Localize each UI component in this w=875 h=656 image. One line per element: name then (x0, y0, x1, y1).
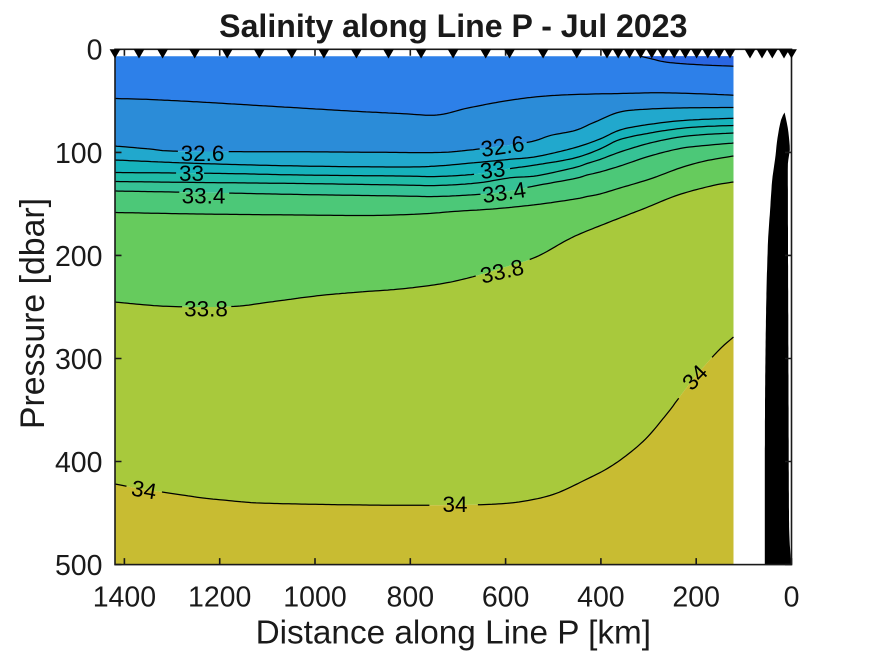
svg-text:32.6: 32.6 (479, 131, 526, 162)
svg-text:200: 200 (672, 581, 720, 613)
svg-text:1400: 1400 (93, 581, 156, 613)
svg-text:33.8: 33.8 (184, 297, 228, 322)
svg-text:500: 500 (55, 550, 103, 582)
svg-text:100: 100 (55, 138, 103, 170)
svg-text:Distance along Line P [km]: Distance along Line P [km] (256, 615, 651, 652)
svg-text:300: 300 (55, 344, 103, 376)
svg-text:Salinity along Line P - Jul 20: Salinity along Line P - Jul 2023 (219, 8, 687, 44)
svg-text:33: 33 (479, 156, 507, 184)
svg-text:33.4: 33.4 (481, 177, 528, 208)
svg-text:0: 0 (87, 35, 103, 67)
svg-text:600: 600 (482, 581, 530, 613)
svg-text:32.6: 32.6 (181, 141, 225, 166)
svg-text:800: 800 (387, 581, 435, 613)
svg-text:400: 400 (55, 447, 103, 479)
svg-text:34: 34 (442, 492, 467, 517)
svg-text:200: 200 (55, 241, 103, 273)
svg-text:Pressure [dbar]: Pressure [dbar] (14, 198, 52, 429)
svg-text:33.4: 33.4 (182, 184, 226, 209)
svg-text:33: 33 (179, 161, 204, 186)
svg-text:400: 400 (577, 581, 625, 613)
svg-text:1000: 1000 (283, 581, 346, 613)
svg-text:1200: 1200 (188, 581, 251, 613)
svg-text:34: 34 (130, 476, 159, 505)
svg-text:0: 0 (784, 581, 800, 613)
